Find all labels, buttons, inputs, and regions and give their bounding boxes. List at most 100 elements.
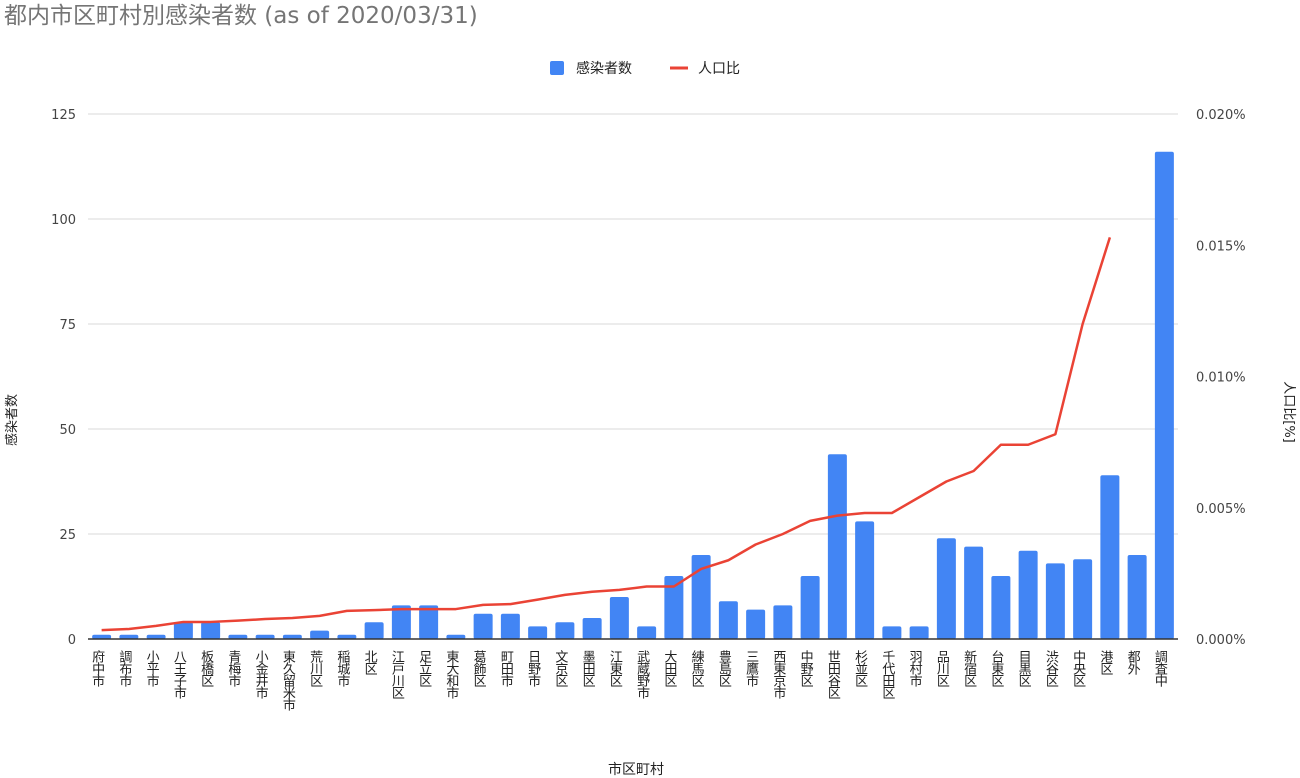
bar <box>146 634 166 639</box>
y-axis-title: 感染者数 <box>4 394 20 446</box>
x-tick-label: 稲城市 <box>334 650 350 687</box>
x-axis-title: 市区町村 <box>608 761 664 778</box>
bar <box>419 605 439 639</box>
y-tick-label: 100 <box>51 213 76 228</box>
x-tick-label: 荒川区 <box>307 650 323 687</box>
bar <box>827 454 847 639</box>
bar <box>1154 151 1174 640</box>
x-tick-label: 目黒区 <box>1016 650 1032 687</box>
y-tick-label: 25 <box>59 528 76 543</box>
bar <box>936 538 956 639</box>
x-tick-label: 西東京市 <box>770 650 786 699</box>
bar <box>500 613 520 639</box>
y2-axis-title: 人口比[%] <box>1281 381 1296 443</box>
bar <box>310 630 330 639</box>
x-tick-label: 東大和市 <box>443 649 459 699</box>
bar <box>773 605 793 639</box>
x-tick-label: 小平市 <box>144 650 160 687</box>
bar <box>1127 555 1147 639</box>
x-tick-label: 八王子市 <box>171 650 187 699</box>
legend-line-label: 人口比 <box>698 61 740 77</box>
x-tick-label: 東久留米市 <box>280 649 296 711</box>
legend-bar-swatch <box>550 61 564 75</box>
bar <box>528 626 548 639</box>
bar <box>882 626 902 639</box>
x-tick-label: 調布市 <box>116 650 132 687</box>
bar <box>364 622 384 639</box>
bar <box>800 576 820 639</box>
x-tick-label: 葛飾区 <box>471 650 487 687</box>
bar <box>609 597 629 639</box>
x-tick-label: 江戸川区 <box>389 650 405 699</box>
x-tick-label: 大田区 <box>661 650 677 687</box>
bar <box>119 634 139 639</box>
bar <box>255 634 275 639</box>
y-tick-label: 75 <box>59 318 76 333</box>
x-tick-label: 杉並区 <box>852 650 868 687</box>
x-tick-label: 新宿区 <box>961 649 977 687</box>
bar <box>173 622 193 639</box>
bar <box>1073 559 1093 639</box>
x-tick-label: 都外 <box>1125 650 1141 675</box>
bar <box>228 634 248 639</box>
x-tick-label: 台東区 <box>988 650 1004 687</box>
bar <box>691 555 711 639</box>
x-tick-label: 千代田区 <box>879 650 895 699</box>
bar <box>201 622 221 639</box>
x-tick-label: 三鷹市 <box>743 650 759 687</box>
line-series <box>101 236 1112 632</box>
x-tick-label: 渋谷区 <box>1043 650 1059 687</box>
x-tick-label: 港区 <box>1097 650 1113 675</box>
bar <box>1100 475 1120 639</box>
x-tick-label: 世田谷区 <box>825 650 841 699</box>
legend-bar-label: 感染者数 <box>576 60 632 77</box>
x-tick-label: 豊島区 <box>716 650 732 687</box>
x-tick-label: 北区 <box>362 650 378 675</box>
y2-tick-label: 0.010% <box>1196 371 1246 386</box>
bar <box>855 521 875 639</box>
bar <box>746 609 766 639</box>
y2-tick-label: 0.015% <box>1196 239 1246 254</box>
x-tick-label: 町田市 <box>498 650 514 687</box>
bar <box>555 622 575 639</box>
bar <box>718 601 738 639</box>
bar <box>991 576 1011 639</box>
bar <box>909 626 929 639</box>
x-tick-label: 品川区 <box>934 650 950 687</box>
chart-title: 都内市区町村別感染者数 (as of 2020/03/31) <box>4 3 478 29</box>
x-tick-label: 板橋区 <box>198 650 214 687</box>
y2-tick-label: 0.005% <box>1196 502 1246 517</box>
x-tick-label: 小金井市 <box>253 650 269 699</box>
bar <box>582 618 602 639</box>
x-tick-label: 文京区 <box>552 650 568 687</box>
bar <box>337 634 357 639</box>
bar <box>92 634 112 639</box>
bar <box>1045 563 1065 639</box>
x-tick-label: 中野区 <box>798 650 814 687</box>
bar <box>1018 550 1038 639</box>
x-tick-label: 中央区 <box>1070 650 1086 687</box>
x-tick-label: 日野市 <box>525 650 541 687</box>
y-tick-label: 125 <box>51 108 76 123</box>
x-tick-label: 青梅市 <box>225 650 241 687</box>
x-tick-label: 羽村市 <box>907 650 923 687</box>
y2-tick-label: 0.020% <box>1196 108 1246 123</box>
bar <box>964 546 984 639</box>
x-tick-label: 江東区 <box>607 650 623 687</box>
bar <box>282 634 302 639</box>
x-tick-label: 足立区 <box>416 650 432 687</box>
y-tick-label: 0 <box>68 633 76 648</box>
x-tick-label: 府中市 <box>89 650 105 687</box>
x-tick-label: 調査中 <box>1152 650 1168 687</box>
x-tick-label: 武蔵野市 <box>634 650 650 699</box>
bar <box>391 605 411 639</box>
x-tick-label: 練馬区 <box>689 650 705 687</box>
y2-tick-label: 0.000% <box>1196 633 1246 648</box>
bar <box>664 576 684 639</box>
bar <box>446 634 466 639</box>
bar <box>473 613 493 639</box>
bar <box>637 626 657 639</box>
y-tick-label: 50 <box>59 423 76 438</box>
x-tick-label: 墨田区 <box>580 650 596 687</box>
